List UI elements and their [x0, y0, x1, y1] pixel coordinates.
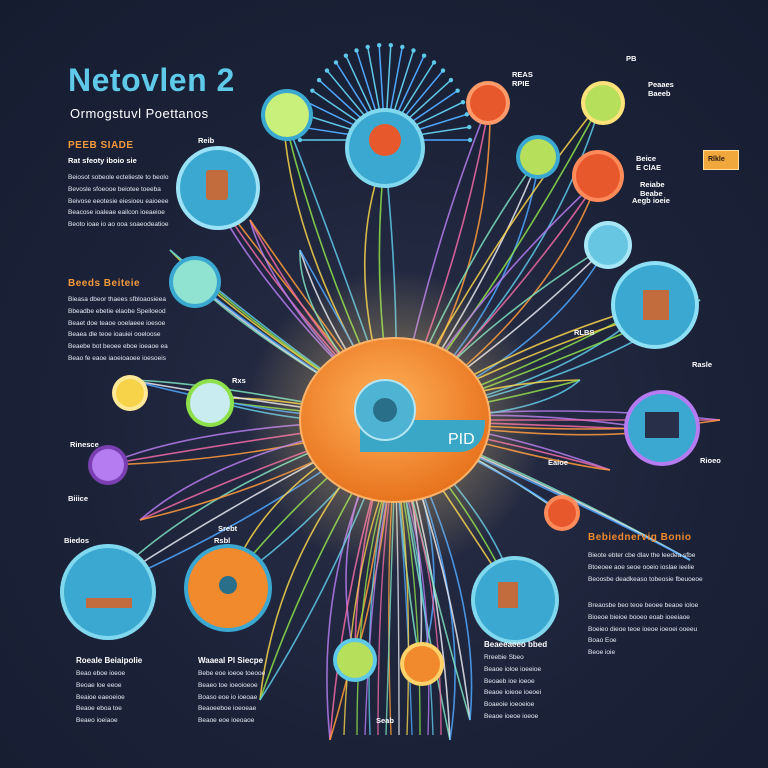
- splash-dot: [376, 43, 382, 48]
- splash-dot: [464, 112, 470, 117]
- node-left-green-ring: [190, 383, 230, 423]
- label-rxs: Rxs: [232, 376, 246, 385]
- label-orange-right: Beice E ClAE: [636, 154, 662, 172]
- page-subtitle: Ormogstuvl Poettanos: [70, 106, 209, 121]
- orange-tag: Rlkle: [703, 150, 739, 170]
- splash-dot: [467, 137, 473, 143]
- label-srebt: Srebt: [218, 524, 238, 533]
- left-heading-top: PEEB SIADE: [68, 140, 134, 151]
- splash-dot: [343, 53, 349, 58]
- caption-left-body: Beao eboe ioeoe Beoae loe eeoe Beaioe ea…: [76, 670, 126, 725]
- splash-dot: [310, 88, 315, 93]
- splash-dot: [365, 44, 370, 50]
- label-seab: Seab: [376, 716, 394, 725]
- label-biedos: Biedos: [64, 536, 90, 545]
- splash-dot: [316, 77, 322, 83]
- splash-dot: [411, 48, 416, 53]
- node-purple: [92, 449, 124, 481]
- caption-right-title: Beaeeaeeo bbed: [484, 640, 548, 649]
- splash-dot: [400, 44, 405, 50]
- caption-left-title: Roeale Beiaipolie: [76, 656, 143, 665]
- splash-dot: [448, 77, 454, 83]
- node-right-small-orange: [548, 499, 576, 527]
- node-top-left-green: [265, 93, 309, 137]
- label-eaioe: Eaioe: [548, 458, 569, 467]
- left-heading-mid: Beeds Beiteie: [68, 278, 141, 289]
- right-heading: Bebiednervig Bonio: [588, 532, 692, 543]
- node-yellow: [116, 379, 144, 407]
- splash-dot: [324, 68, 330, 73]
- node-bottom-right-icon: [498, 582, 518, 608]
- node-bottom-green: [337, 642, 373, 678]
- label-side-mid: Reiabe Beabe: [640, 180, 665, 198]
- splash-dot: [388, 43, 394, 48]
- label-reib: Reib: [198, 136, 215, 145]
- node-bottom-left-icon: [86, 598, 132, 608]
- node-right-large-icon: [643, 290, 669, 320]
- label-top-right: PB: [626, 54, 637, 63]
- page-title: Netovlen 2: [68, 62, 235, 98]
- splash-dot: [354, 48, 359, 53]
- node-right-orange: [576, 154, 620, 198]
- node-top-right-green: [585, 85, 621, 121]
- node-left-large-icon: [206, 170, 228, 200]
- node-right-small: [588, 225, 628, 265]
- label-rasle: Rasle: [692, 360, 713, 369]
- label-biiice: Biiice: [68, 494, 89, 503]
- orange-tag-label: Rlkle: [708, 156, 725, 163]
- left-paragraph-mid: Bieasa dbeor thaees sfbloaosieea Bbeadbe…: [68, 296, 168, 362]
- right-paragraph-1: Bieote ebter cbe dlav the leedea sfbe Bt…: [588, 552, 703, 583]
- node-bottom-left: [64, 548, 152, 636]
- label-rsbl: Rsbl: [214, 536, 231, 545]
- label-top-mid: REAS RPIE: [512, 70, 533, 88]
- splash-dot: [431, 60, 437, 65]
- splash-dot: [333, 60, 339, 65]
- caption-mid-body: Bebe eoe ioeoe toeooe Beaeo toe ioeoioeo…: [198, 670, 266, 725]
- hub-label: PID: [448, 431, 475, 448]
- splash-dot: [460, 99, 466, 105]
- label-rinesce: Rinesce: [70, 440, 99, 449]
- node-bottom-orange: [404, 646, 440, 682]
- splash-dot: [455, 88, 460, 93]
- node-right-purple-screen: [645, 412, 679, 438]
- label-rioeo: Rioeo: [700, 456, 721, 465]
- caption-right-body: Rreebie Sbeo Beaoe ioloe ioeeioe Beoaeb …: [484, 654, 542, 720]
- node-left-small: [173, 260, 217, 304]
- caption-mid-title: Waaeal Pl Siecpe: [198, 656, 264, 665]
- label-right-small: Peaaes Baeeb: [648, 80, 674, 98]
- node-mid-green: [520, 139, 556, 175]
- right-paragraph-2: Breaosbe beo teoe beoee beaoe ioloe Bioe…: [588, 602, 699, 657]
- splash-dot: [440, 68, 446, 73]
- splash-dot: [297, 137, 303, 143]
- label-rlbs: RLBS: [574, 328, 595, 337]
- node-top-center-core: [369, 124, 401, 156]
- node-top-orange: [470, 85, 506, 121]
- splash-dot: [421, 53, 427, 58]
- node-group: PID: [60, 81, 700, 686]
- node-bottom-mid-left-core: [219, 576, 237, 594]
- left-paragraph-top: Beiosot sobeole ectelieste to beolo Bevo…: [68, 174, 169, 229]
- left-subheading-top: Rat sfeoty iboio sie: [68, 156, 137, 165]
- hub-inner-core: [373, 398, 397, 422]
- splash-dot: [467, 124, 472, 130]
- label-aegb: Aegb ioeie: [632, 196, 670, 205]
